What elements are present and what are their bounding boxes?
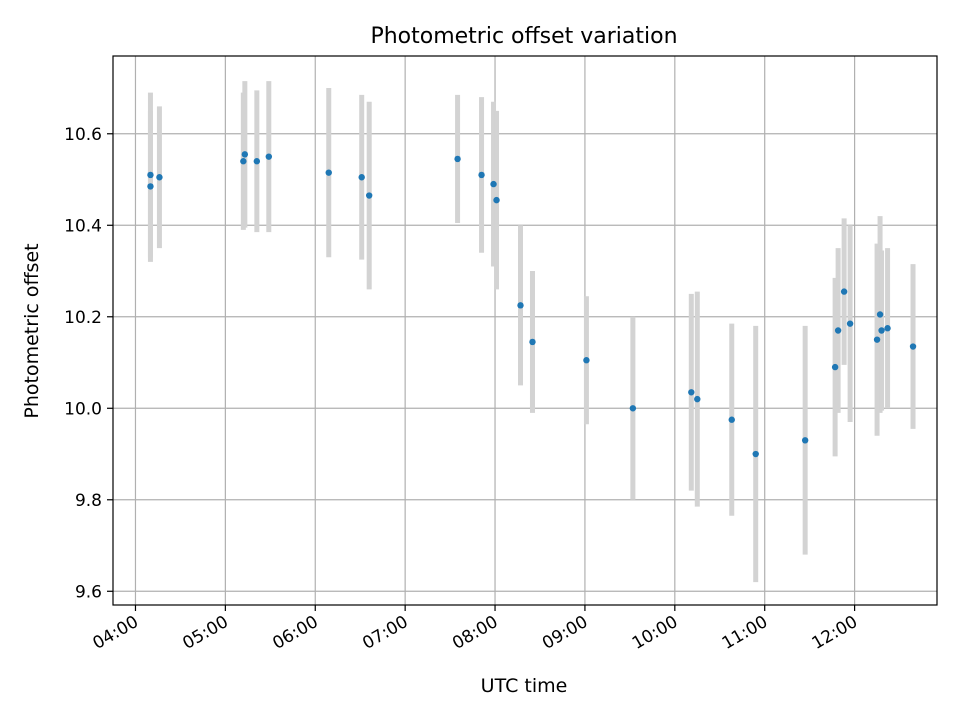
data-point <box>834 327 842 334</box>
data-point <box>454 155 461 163</box>
x-tick-label: 07:00 <box>359 612 411 654</box>
x-axis-label: UTC time <box>481 675 568 697</box>
x-tick-label: 11:00 <box>719 612 771 654</box>
data-point <box>876 311 884 318</box>
data-point <box>878 327 885 334</box>
data-point <box>801 437 809 444</box>
data-point <box>265 153 273 160</box>
error-bars <box>147 81 916 583</box>
data-point <box>694 395 701 403</box>
data-point <box>147 183 154 190</box>
x-tick-label: 08:00 <box>449 612 501 654</box>
x-tick-label: 06:00 <box>269 612 321 654</box>
y-tick-label: 9.8 <box>75 491 102 511</box>
data-point <box>529 338 536 346</box>
data-point <box>147 171 154 179</box>
y-tick-label: 10.4 <box>64 216 102 236</box>
y-tick-label: 10.6 <box>64 125 102 145</box>
data-point <box>688 389 695 396</box>
x-tick-label: 04:00 <box>90 612 142 654</box>
data-point <box>873 336 881 343</box>
data-point <box>752 450 759 458</box>
data-point <box>325 169 332 176</box>
data-point <box>478 171 485 179</box>
data-point <box>629 405 637 412</box>
data-point <box>358 174 365 181</box>
data-point <box>490 180 497 188</box>
data-point <box>253 158 261 165</box>
axis-ticks: 04:00 05:00 06:00 07:00 08:00 09:00 10:00 11:00… <box>64 125 861 654</box>
data-point <box>493 196 500 204</box>
x-tick-label: 10:00 <box>629 612 681 654</box>
data-point <box>846 320 854 327</box>
data-point <box>240 158 247 165</box>
y-tick-label: 9.6 <box>75 582 102 602</box>
data-point <box>583 357 590 364</box>
data-point <box>728 416 735 423</box>
data-point <box>517 302 524 309</box>
chart-title: Photometric offset variation <box>370 24 677 49</box>
plot-frame <box>112 55 938 606</box>
x-tick-label: 05:00 <box>179 612 231 654</box>
data-point <box>909 343 917 350</box>
grid-lines <box>113 56 937 605</box>
x-tick-label: 12:00 <box>809 612 861 654</box>
y-axis-label: Photometric offset <box>21 243 43 418</box>
data-point <box>156 174 163 181</box>
data-point <box>241 151 249 158</box>
data-point <box>884 325 891 332</box>
data-point <box>831 363 839 371</box>
data-point <box>840 288 848 295</box>
x-tick-label: 09:00 <box>539 612 591 654</box>
y-tick-label: 10.0 <box>64 399 102 419</box>
data-point <box>365 192 373 199</box>
y-tick-label: 10.2 <box>64 308 102 328</box>
data-points <box>147 151 917 458</box>
